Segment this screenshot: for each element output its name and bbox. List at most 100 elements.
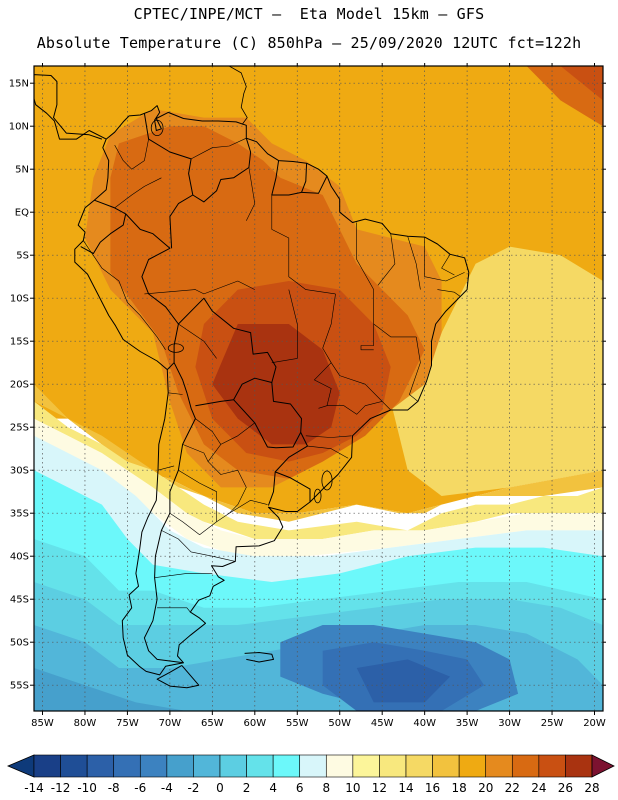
state-border <box>437 289 461 297</box>
country-border <box>178 297 277 407</box>
state-border <box>360 324 375 351</box>
colorbar-swatch <box>405 754 433 778</box>
lon-tick-label: 25W <box>541 718 564 729</box>
colorbar-swatch <box>538 754 566 778</box>
lat-tick-label: 20S <box>10 380 29 391</box>
lake-outline <box>313 488 322 504</box>
state-border <box>318 401 383 415</box>
country-border <box>233 382 302 449</box>
colorbar-label: 14 <box>398 781 413 795</box>
lon-tick-label: 30W <box>498 718 521 729</box>
colorbar: -14 -12 -10 -8 -6 -4 -2 0 2 4 6 8 10 12 14 16 18 20 22 24 26… <box>6 754 615 795</box>
country-border <box>301 175 328 194</box>
state-border <box>83 240 166 350</box>
colorbar-swatch <box>246 754 274 778</box>
country-border <box>143 362 196 664</box>
state-border <box>377 233 396 286</box>
lat-tick-label: 30S <box>10 466 29 477</box>
country-border <box>301 163 308 193</box>
state-border <box>114 177 162 209</box>
lon-tick-label: 80W <box>74 718 97 729</box>
falkland-islands-outline <box>244 652 274 663</box>
lon-tick-label: 20W <box>583 718 606 729</box>
colorbar-label: 0 <box>216 781 224 795</box>
colorbar-swatch <box>219 754 247 778</box>
colorbar-label: -14 <box>24 781 44 795</box>
colorbar-swatch <box>458 754 487 778</box>
coastline <box>74 105 470 676</box>
colorbar-label: -8 <box>108 781 120 795</box>
colorbar-label: 20 <box>478 781 493 795</box>
colorbar-swatch <box>166 754 194 778</box>
temperature-zone-6 <box>212 324 340 445</box>
colorbar-over-arrow <box>591 754 615 778</box>
lon-tick-label: 50W <box>328 718 351 729</box>
state-border <box>424 237 465 282</box>
colorbar-swatch <box>272 754 301 778</box>
lon-tick-label: 65W <box>201 718 224 729</box>
colorbar-swatch <box>86 754 115 778</box>
lat-tick-label: 10N <box>9 122 29 133</box>
colorbar-under-arrow <box>6 754 35 778</box>
lat-tick-label: 45S <box>10 595 29 606</box>
colorbar-swatch <box>511 754 540 778</box>
lat-tick-label: 10S <box>10 294 29 305</box>
colorbar-label: -10 <box>77 781 97 795</box>
state-border <box>313 362 332 406</box>
colorbar-label: 28 <box>584 781 599 795</box>
lake-outline <box>321 470 333 491</box>
map-title-line-1: CPTEC/INPE/MCT – Eta Model 15km – GFS <box>133 5 485 23</box>
colorbar-swatch <box>60 754 88 778</box>
country-border <box>166 362 175 370</box>
state-border <box>144 280 255 295</box>
lat-tick-label: 5N <box>15 165 29 176</box>
lake-outline <box>167 343 184 353</box>
colorbar-swatch <box>299 754 327 778</box>
political-boundaries <box>34 66 470 689</box>
country-border <box>143 113 194 249</box>
lon-tick-label: 75W <box>116 718 139 729</box>
colorbar-label: 10 <box>345 781 360 795</box>
colorbar-label: -4 <box>161 781 173 795</box>
map-title-line-2: Absolute Temperature (C) 850hPa – 25/09/… <box>36 34 582 52</box>
lat-tick-label: 35S <box>10 509 29 520</box>
temperature-zone-19 <box>356 659 451 703</box>
country-border <box>267 432 308 506</box>
colorbar-swatch <box>325 754 354 778</box>
temperature-zone-8 <box>560 66 603 101</box>
central-america-coastline <box>34 74 107 140</box>
colorbar-label: 26 <box>558 781 573 795</box>
colorbar-swatch <box>379 754 407 778</box>
country-border <box>80 199 127 254</box>
state-border <box>307 445 349 459</box>
lon-tick-label: 55W <box>286 718 309 729</box>
temperature-zone-9 <box>34 401 603 539</box>
colorbar-label: 18 <box>451 781 466 795</box>
state-border <box>246 167 256 221</box>
lon-tick-label: 60W <box>243 718 266 729</box>
lon-tick-label: 40W <box>413 718 436 729</box>
colorbar-label: 22 <box>505 781 520 795</box>
state-border <box>322 293 391 411</box>
lat-tick-label: EQ <box>15 208 29 219</box>
temperature-zone-16 <box>34 668 187 711</box>
state-border <box>271 195 336 295</box>
state-border <box>114 139 149 170</box>
colorbar-label: 2 <box>243 781 251 795</box>
temperature-field <box>34 66 603 711</box>
country-border <box>125 213 179 363</box>
state-border <box>441 254 455 276</box>
state-border <box>271 289 298 363</box>
lat-tick-label: 40S <box>10 552 29 563</box>
temperature-zone-10 <box>34 418 603 557</box>
state-border <box>178 323 217 359</box>
state-border <box>169 469 217 536</box>
state-border <box>154 573 213 578</box>
colorbar-swatch <box>352 754 380 778</box>
colorbar-swatch <box>139 754 168 778</box>
state-border <box>305 435 352 438</box>
caribbean-islands-outline <box>228 66 248 125</box>
colorbar-swatch <box>565 754 593 778</box>
state-border <box>182 444 209 462</box>
